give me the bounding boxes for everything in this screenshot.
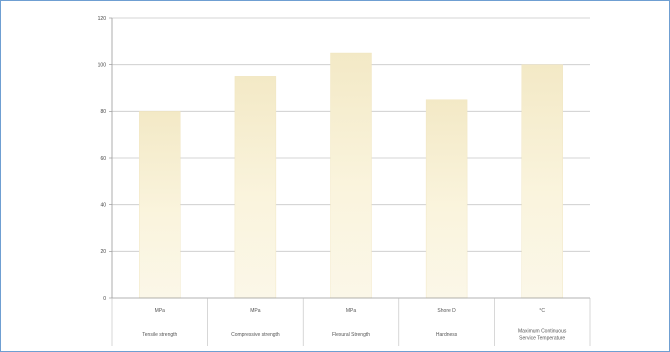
category-unit: MPa xyxy=(155,308,166,314)
y-tick-label: 40 xyxy=(100,202,106,208)
category-unit: Shore D xyxy=(437,308,456,314)
y-tick-label: 60 xyxy=(100,156,106,162)
bar xyxy=(139,111,181,299)
bar xyxy=(330,52,372,299)
category-unit: MPa xyxy=(250,308,261,314)
bars xyxy=(139,52,563,299)
y-tick-label: 120 xyxy=(98,16,107,22)
axes xyxy=(109,17,591,346)
y-tick-label: 100 xyxy=(98,62,107,68)
category-name: Service Temperature xyxy=(519,336,565,342)
category-unit: °C xyxy=(539,308,545,314)
y-tick-label: 20 xyxy=(100,249,106,255)
bar xyxy=(234,76,277,299)
bar xyxy=(425,99,468,299)
category-name: Tensile strength xyxy=(142,332,177,338)
category-name: Maximum Continuous xyxy=(518,329,567,335)
category-name: Hardness xyxy=(436,332,458,338)
labels: 0 20 40 60 80 100 120 MPa Tensile strength MPa Com… xyxy=(98,16,567,342)
category-name: Flexural Strength xyxy=(332,332,370,338)
y-tick-label: 80 xyxy=(100,109,106,115)
category-unit: MPa xyxy=(346,308,357,314)
bar xyxy=(521,64,563,299)
y-tick-label: 0 xyxy=(103,296,106,302)
category-name: Compressive strength xyxy=(231,332,280,338)
